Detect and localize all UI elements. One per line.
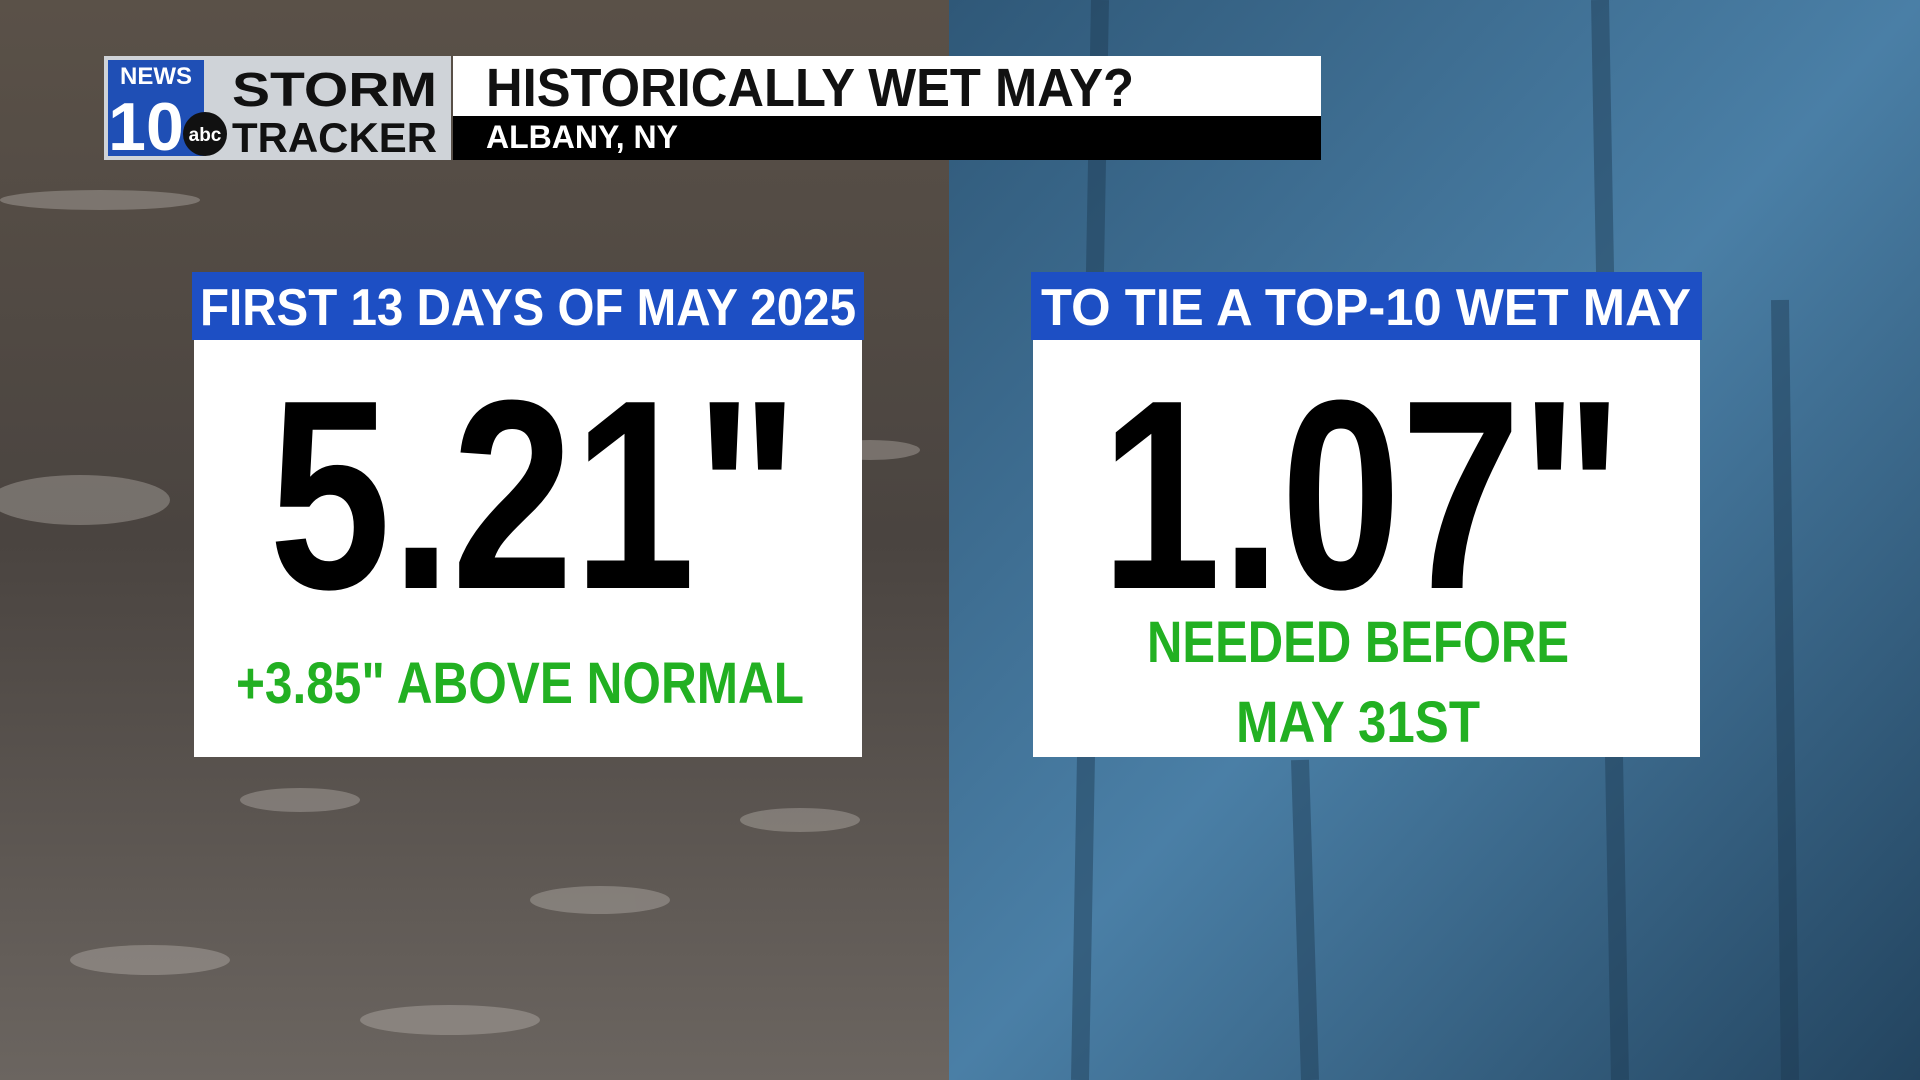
card-body [194,340,862,757]
location: ALBANY, NY [486,119,678,155]
logo-line1: STORM [232,64,437,117]
title: HISTORICALLY WET MAY? [486,58,1134,118]
card-note: NEEDED BEFORE [1147,610,1569,675]
logo-network: abc [189,125,222,146]
logo-station: NEWS [120,63,192,90]
card-value: 1.07" [1101,345,1623,646]
card-heading: TO TIE A TOP-10 WET MAY [1041,279,1691,337]
title-bar [453,56,1321,116]
logo-number: 10 [108,89,184,165]
logo-line2: TRACKER [232,114,437,161]
card-note: +3.85" ABOVE NORMAL [236,651,804,716]
card-header [1031,272,1702,340]
subtitle-bar [453,116,1321,160]
water-ripples [0,190,920,1035]
logo-network-circle [183,112,227,156]
card-body [1033,340,1700,757]
card-note: MAY 31ST [1236,690,1480,755]
card-heading: FIRST 13 DAYS OF MAY 2025 [200,279,856,337]
card-header [192,272,864,340]
card-value: 5.21" [269,345,799,646]
